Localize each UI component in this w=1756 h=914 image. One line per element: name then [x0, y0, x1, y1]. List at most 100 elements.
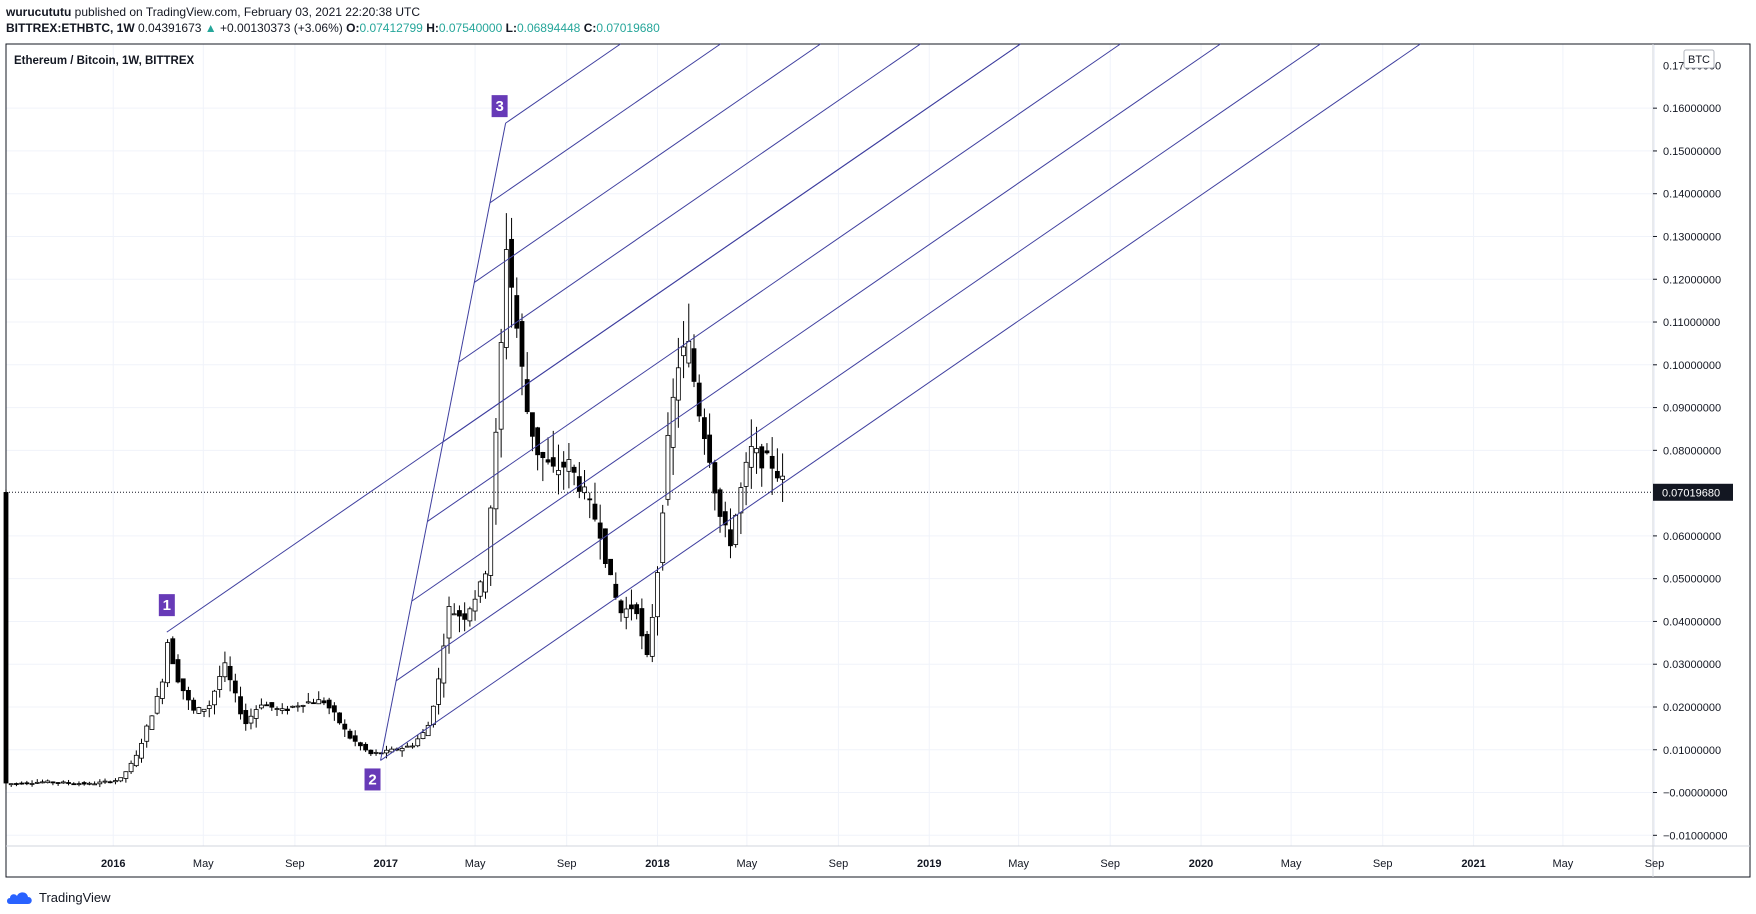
- candle-body: [561, 461, 567, 468]
- candle-body: [19, 782, 25, 785]
- candle-body: [81, 782, 87, 785]
- candle-body: [446, 606, 452, 639]
- time-tick-label: 2019: [917, 858, 941, 870]
- candle-body: [623, 608, 629, 618]
- close-label: C:: [583, 21, 597, 35]
- candle-body: [71, 783, 77, 786]
- pitchfan-point-badge[interactable]: 2: [364, 768, 381, 791]
- candle-body: [29, 783, 35, 785]
- candle-body: [681, 346, 686, 357]
- candle-body: [238, 696, 243, 715]
- time-axis[interactable]: 2016 May Sep 2017 May Sep 2018 May Sep 2019 May Sep…: [101, 858, 1664, 870]
- candle-body: [206, 705, 212, 709]
- candle-body: [295, 705, 301, 708]
- candle-body: [60, 781, 66, 784]
- candle-body: [180, 678, 186, 692]
- price-tick-label: 0.09000000: [1663, 403, 1721, 415]
- candle-body: [582, 486, 587, 494]
- candle-body: [201, 708, 207, 712]
- candle-body: [404, 745, 410, 748]
- candle-body: [457, 610, 462, 617]
- candle-body: [50, 781, 56, 784]
- candle-body: [123, 771, 129, 779]
- candle-body: [759, 446, 765, 469]
- candle-body: [483, 573, 488, 593]
- pitchfan-drawing[interactable]: 1 2 3: [158, 43, 1421, 791]
- candle-body: [102, 780, 108, 783]
- symbol-label: BITTREX:ETHBTC, 1W: [6, 21, 135, 35]
- candle-body: [222, 662, 228, 678]
- time-tick-label: Sep: [829, 858, 849, 870]
- time-tick-label: Sep: [1645, 858, 1665, 870]
- pitchfan-line: [505, 43, 621, 124]
- candle-body: [524, 379, 530, 413]
- currency-label: BTC: [1688, 54, 1710, 66]
- candle-body: [686, 341, 692, 364]
- candle-body: [503, 249, 509, 348]
- pitchfan-point-badge[interactable]: 1: [158, 594, 175, 617]
- time-tick-label: Sep: [557, 858, 577, 870]
- candle-body: [76, 783, 82, 786]
- candle-body: [149, 715, 155, 730]
- candle-body: [441, 645, 447, 684]
- candle-body: [227, 665, 233, 681]
- tradingview-logo[interactable]: TradingView: [6, 889, 111, 905]
- time-tick-label: 2020: [1189, 858, 1213, 870]
- pitchfan-line: [395, 43, 1321, 682]
- candle-body: [597, 522, 603, 539]
- candle-body: [420, 732, 426, 739]
- candle-body: [451, 613, 457, 616]
- candle-body: [217, 676, 223, 690]
- time-tick-label: 2017: [373, 858, 397, 870]
- price-tick-label: 0.13000000: [1663, 231, 1721, 243]
- time-tick-label: May: [193, 858, 214, 870]
- candle-body: [196, 707, 202, 714]
- high-value: 0.07540000: [438, 21, 503, 35]
- candle-body: [170, 638, 176, 665]
- candle-body: [14, 783, 19, 785]
- candle-body: [410, 745, 415, 748]
- candle-body: [253, 709, 259, 719]
- candle-body: [113, 780, 118, 783]
- price-tick-label: 0.05000000: [1663, 574, 1721, 586]
- candle-body: [92, 783, 98, 786]
- candle-body: [55, 782, 61, 784]
- candle-body: [707, 434, 713, 463]
- candle-body: [655, 572, 660, 618]
- badge-background: [158, 594, 175, 617]
- candle-body: [45, 780, 51, 784]
- candle-body: [186, 689, 191, 701]
- pitchfan-point-badge[interactable]: 3: [491, 95, 508, 118]
- candle-body: [675, 367, 681, 401]
- pitchfan-line: [489, 43, 721, 204]
- price-tick-label: 0.04000000: [1663, 616, 1721, 628]
- published-text: published on TradingView.com, February 0…: [74, 5, 420, 19]
- price-tick-label: 0.06000000: [1663, 531, 1721, 543]
- candle-body: [545, 459, 551, 463]
- candle-body: [399, 748, 405, 752]
- candle-body: [8, 783, 14, 786]
- author-name[interactable]: wurucututu: [6, 5, 72, 19]
- candle-body: [352, 735, 358, 742]
- candle-body: [618, 600, 624, 614]
- candle-body: [702, 417, 707, 440]
- price-tick-label: 0.02000000: [1663, 702, 1721, 714]
- candle-body: [316, 699, 322, 705]
- candle-body: [691, 348, 697, 382]
- candle-body: [248, 715, 254, 724]
- price-axis[interactable]: 0.16000000 0.15000000 0.14000000 0.13000000…: [1653, 60, 1728, 842]
- candle-body: [165, 642, 170, 684]
- currency-badge[interactable]: BTC: [1683, 49, 1715, 69]
- candle-body: [743, 461, 749, 487]
- candle-body: [769, 455, 775, 469]
- pitchfan-line: [411, 43, 1221, 602]
- candle-body: [232, 680, 238, 694]
- candle-body: [264, 704, 270, 707]
- candle-body: [337, 712, 342, 724]
- open-value: 0.07412799: [359, 21, 423, 35]
- candle-body: [748, 446, 754, 468]
- candle-body: [774, 470, 780, 479]
- candle-body: [279, 708, 285, 711]
- candle-body: [128, 762, 134, 773]
